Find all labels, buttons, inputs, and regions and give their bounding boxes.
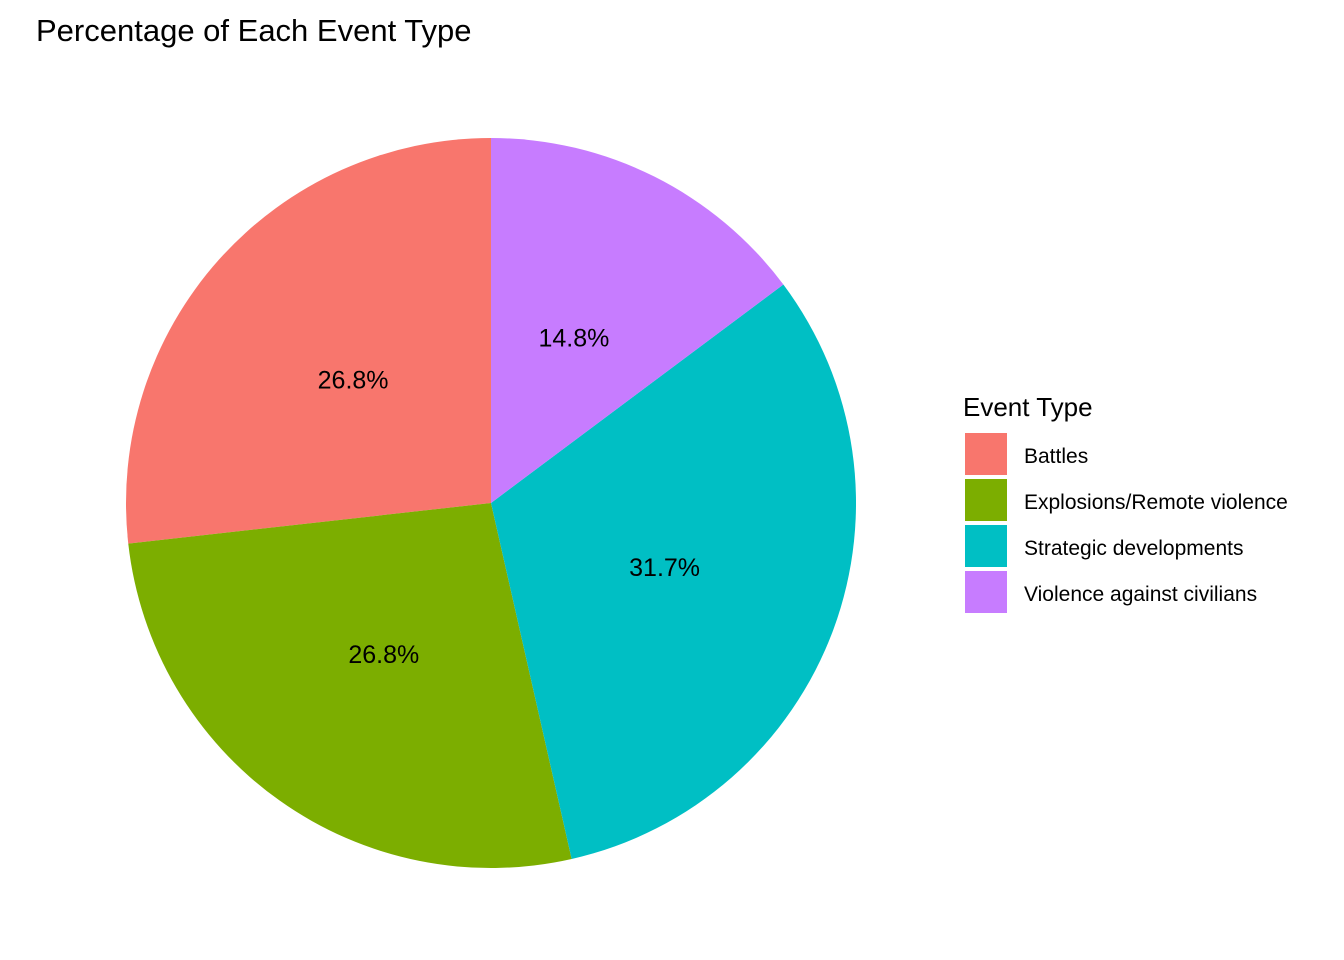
legend-items: Battles Explosions/Remote violence Strateg… xyxy=(965,433,1288,613)
pie-slice-explosions-remote-violence xyxy=(128,503,572,869)
slice-value-label-violence-against-civilians: 14.8% xyxy=(538,325,609,353)
slice-value-label-explosions-remote-violence: 26.8% xyxy=(348,641,419,669)
pie-slices xyxy=(125,138,857,869)
slice-value-label-strategic-developments: 31.7% xyxy=(629,554,700,582)
legend-title: Event Type xyxy=(963,392,1093,422)
pie-slice-violence-against-civilians xyxy=(491,138,784,503)
legend-swatch-violence-against-civilians xyxy=(965,571,1007,613)
pie-slice-labels: 26.8% 26.8% 31.7% 14.8% xyxy=(318,325,700,669)
legend-label-violence-against-civilians: Violence against civilians xyxy=(1024,583,1257,606)
chart-title: Percentage of Each Event Type xyxy=(36,13,471,48)
legend: Event Type Battles Explosions/Remote viol… xyxy=(963,392,1288,613)
legend-swatch-battles xyxy=(965,433,1007,475)
legend-swatch-explosions-remote-violence xyxy=(965,479,1007,521)
pie-slice-strategic-developments xyxy=(491,284,857,859)
legend-label-explosions-remote-violence: Explosions/Remote violence xyxy=(1024,491,1288,514)
legend-label-battles: Battles xyxy=(1024,445,1088,468)
slice-value-label-battles: 26.8% xyxy=(318,367,389,395)
pie-slice-battles xyxy=(125,138,492,544)
legend-swatch-strategic-developments xyxy=(965,525,1007,567)
legend-label-strategic-developments: Strategic developments xyxy=(1024,537,1243,560)
